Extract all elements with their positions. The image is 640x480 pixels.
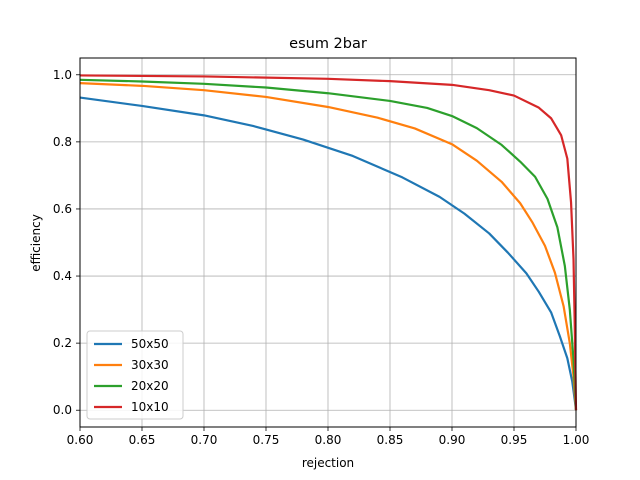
series-line-20x20	[79, 78, 578, 411]
x-tick-label: 0.95	[501, 433, 528, 447]
legend-label: 20x20	[131, 379, 169, 393]
y-tick-label: 0.6	[53, 202, 72, 216]
x-tick-label: 0.85	[377, 433, 404, 447]
x-axis-label: rejection	[302, 456, 354, 470]
chart-title: esum 2bar	[289, 36, 367, 52]
x-tick-label: 0.90	[439, 433, 466, 447]
series-layer	[79, 74, 578, 411]
legend-label: 10x10	[131, 400, 169, 414]
y-tick-label: 1.0	[53, 68, 72, 82]
legend-label: 30x30	[131, 358, 169, 372]
x-tick-label: 0.80	[315, 433, 342, 447]
legend: 50x50 30x30 20x20 10x10	[86, 330, 184, 420]
y-axis-label: efficiency	[29, 214, 43, 272]
legend-box	[86, 330, 184, 420]
x-tick-label: 1.00	[563, 433, 590, 447]
legend-label: 50x50	[131, 337, 169, 351]
series-line-10x10	[79, 74, 578, 411]
y-tick-label: 0.4	[53, 269, 72, 283]
x-tick-label: 0.70	[191, 433, 218, 447]
ticks: 0.60 0.65 0.70 0.75 0.80 0.85 0.90 0.95 1.00 0.0 0…	[53, 68, 589, 447]
y-tick-label: 0.0	[53, 403, 72, 417]
y-tick-label: 0.8	[53, 135, 72, 149]
x-tick-label: 0.65	[129, 433, 156, 447]
y-tick-label: 0.2	[53, 336, 72, 350]
series-line-30x30	[79, 82, 578, 411]
x-tick-label: 0.60	[67, 433, 94, 447]
series-line-50x50	[79, 96, 578, 411]
x-tick-label: 0.75	[253, 433, 280, 447]
